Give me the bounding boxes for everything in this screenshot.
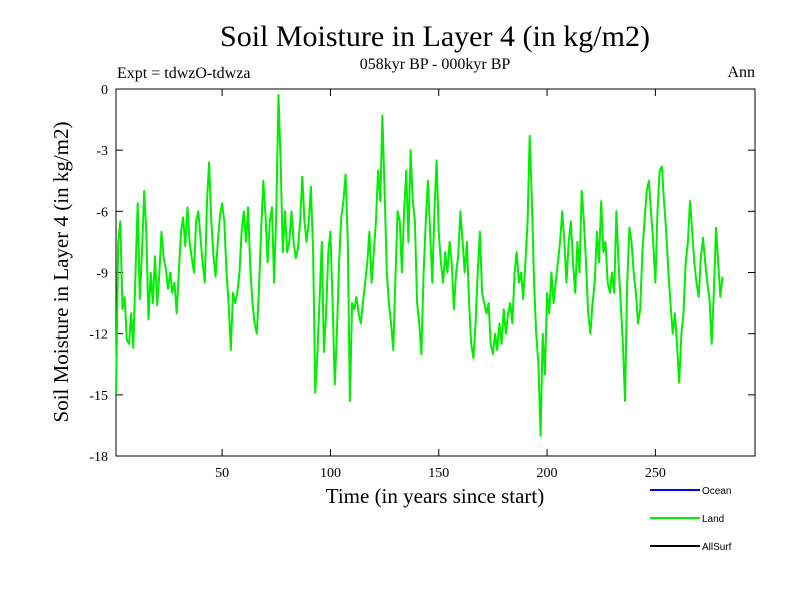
y-axis: 0 -3 -6 -9 -12 -15 -18 (89, 83, 755, 465)
experiment-label: Expt = tdwzO-tdwza (117, 65, 250, 82)
y-axis-label: Soil Moisture in Layer 4 (in kg/m2) (49, 122, 73, 423)
plot-frame (115, 88, 756, 457)
y-tick-label: 0 (101, 83, 108, 98)
x-tick-label: 200 (537, 466, 558, 481)
x-tick-label: 250 (645, 466, 666, 481)
chart-subtitle: 058kyr BP - 000kyr BP (360, 56, 511, 73)
series-line-land (115, 94, 724, 437)
y-tick-label: -15 (89, 389, 108, 404)
legend-label-ocean: Ocean (702, 486, 731, 497)
y-tick-label: -6 (96, 205, 108, 220)
x-tick-label: 100 (320, 466, 341, 481)
chart-title: Soil Moisture in Layer 4 (in kg/m2) (220, 20, 650, 53)
legend: Ocean Land AllSurf (650, 486, 732, 553)
x-axis-label: Time (in years since start) (326, 484, 545, 508)
legend-label-land: Land (702, 514, 724, 525)
legend-label-allsurf: AllSurf (702, 542, 732, 553)
y-tick-label: -9 (96, 267, 108, 282)
y-tick-label: -12 (89, 328, 108, 343)
season-label: Ann (727, 64, 755, 81)
y-tick-label: -18 (89, 450, 108, 465)
x-axis: 50 100 150 200 250 (215, 89, 666, 481)
x-tick-label: 50 (215, 466, 229, 481)
x-tick-label: 150 (428, 466, 449, 481)
y-tick-label: -3 (96, 144, 108, 159)
